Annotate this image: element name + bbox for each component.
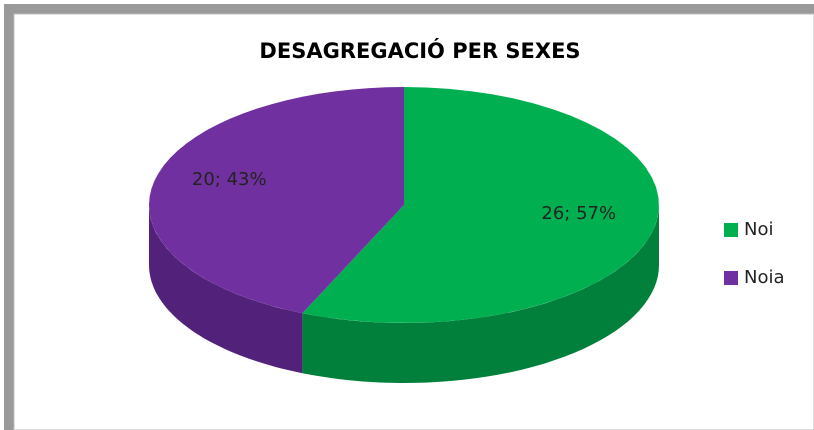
data-label: 26; 57% [541,203,616,224]
legend-swatch [724,223,738,237]
pie-side [302,205,659,383]
pie-slice [302,87,659,323]
legend-label: Noia [744,267,785,288]
pie-side [149,205,303,374]
chart-title: DESAGREGACIÓ PER SEXES [259,38,580,63]
data-label: 20; 43% [192,169,267,190]
legend-swatch [724,271,738,285]
legend-label: Noi [744,219,773,240]
pie-slice [149,87,404,314]
